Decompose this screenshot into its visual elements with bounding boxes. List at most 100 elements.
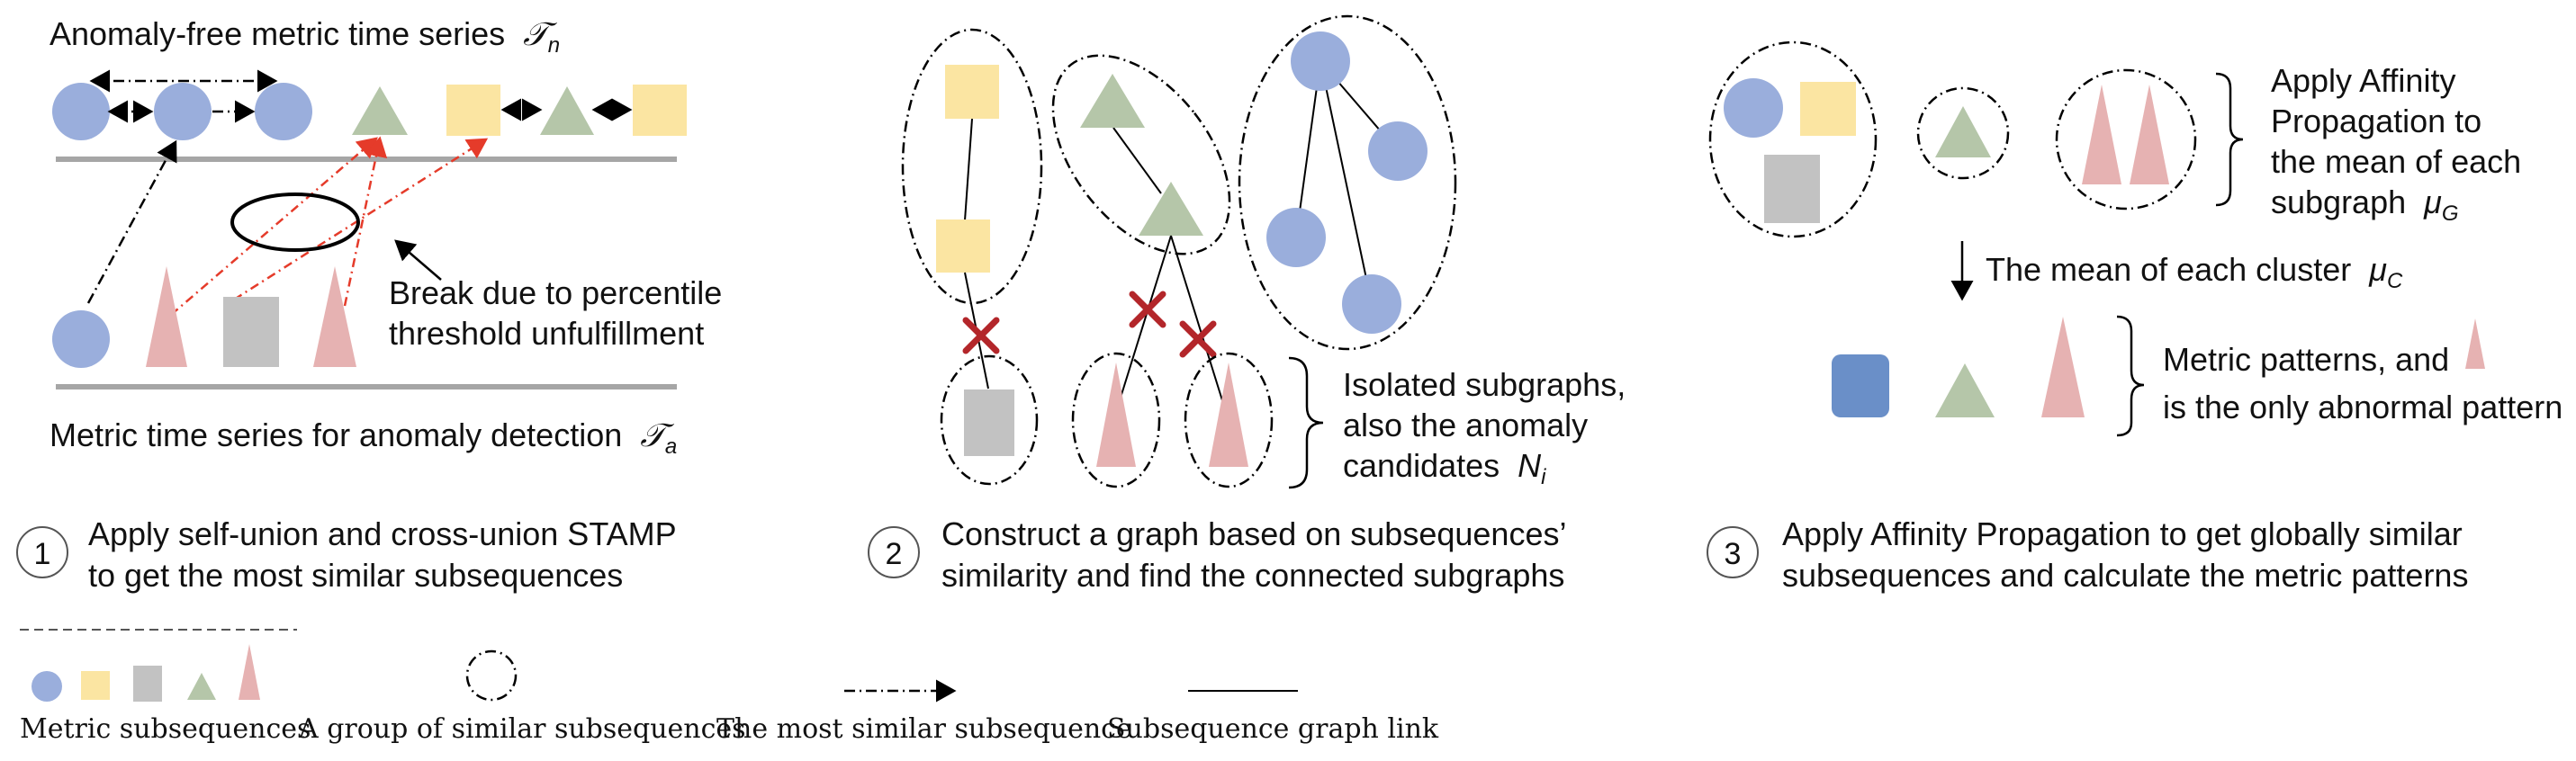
isolated-line1: Isolated subgraphs, bbox=[1343, 366, 1626, 403]
g3-circle-1 bbox=[1291, 31, 1350, 91]
legend-circle-icon bbox=[32, 671, 62, 702]
group-ellipse-3 bbox=[1238, 14, 1457, 351]
bottom-square bbox=[223, 297, 279, 367]
top-square-2 bbox=[633, 85, 687, 136]
svg-text:candidates Ni: candidates Ni bbox=[1343, 447, 1546, 489]
step-3-number: 3 bbox=[1725, 537, 1742, 571]
legend-group-similar: A group of similar subsequences bbox=[298, 713, 746, 745]
mean-pink-triangle-2 bbox=[2130, 85, 2169, 184]
red-arrow-3 bbox=[343, 136, 388, 307]
g3-circle-4 bbox=[1342, 274, 1401, 334]
legend-pink-triangle-icon bbox=[239, 644, 260, 700]
svg-text:subgraph μG: subgraph μG bbox=[2271, 184, 2459, 226]
broken-link-3 bbox=[1170, 235, 1227, 413]
ap-line3: the mean of each bbox=[2271, 143, 2521, 180]
mean-ellipse-1 bbox=[1708, 40, 1878, 238]
link-sq-sq bbox=[964, 118, 973, 221]
mean-ellipse-3 bbox=[2055, 68, 2197, 210]
ni-symbol: N bbox=[1518, 447, 1542, 484]
legend-yellow-square-icon bbox=[81, 671, 110, 700]
step-2-number: 2 bbox=[886, 537, 903, 571]
ap-line2: Propagation to bbox=[2271, 103, 2481, 139]
mean-yellow-square bbox=[1800, 82, 1856, 136]
ap-line1: Apply Affinity bbox=[2271, 62, 2455, 99]
g3-circle-2 bbox=[1368, 121, 1428, 181]
step-1-caption-line1: Apply self-union and cross-union STAMP bbox=[88, 515, 677, 552]
group-ellipse-1 bbox=[901, 28, 1043, 305]
ap-brace bbox=[2215, 72, 2244, 207]
isolated-pink-triangle-1 bbox=[1096, 363, 1136, 467]
g1-yellow-square-top bbox=[945, 65, 999, 119]
group-ellipse-2 bbox=[1051, 54, 1231, 255]
pattern-brace bbox=[2116, 315, 2145, 437]
isolated-pink-triangle-2 bbox=[1209, 363, 1248, 467]
pattern-green-triangle bbox=[1935, 363, 1995, 417]
step-1-caption-line2: to get the most similar subsequences bbox=[88, 557, 623, 594]
step-2-circle bbox=[868, 526, 920, 578]
cross-mark-2 bbox=[1129, 291, 1166, 328]
mu-c-subscript: C bbox=[2387, 269, 2403, 293]
mean-ellipse-2 bbox=[1916, 86, 2010, 180]
pattern-blue-square bbox=[1832, 354, 1889, 417]
break-label-line1: Break due to percentile bbox=[389, 274, 722, 311]
g3-circle-3 bbox=[1266, 208, 1326, 267]
mean-gray-square bbox=[1764, 155, 1820, 223]
step-1-number: 1 bbox=[34, 537, 51, 571]
legend-metric-subsequences: Metric subsequences bbox=[20, 713, 311, 745]
abnormal-pink-triangle bbox=[2465, 318, 2485, 369]
mean-circle bbox=[1724, 78, 1783, 138]
mu-g-subscript: G bbox=[2442, 201, 2459, 226]
svg-text:Metric time series for anomaly: Metric time series for anomaly detection… bbox=[50, 416, 677, 459]
isolated-ellipse-2 bbox=[1071, 352, 1161, 488]
legend-most-similar: The most similar subsequence bbox=[716, 713, 1132, 745]
g2-green-triangle-top bbox=[1080, 74, 1145, 128]
detection-series-label: Metric time series for anomaly detection bbox=[50, 416, 622, 453]
isolated-ellipse-1 bbox=[940, 354, 1039, 486]
svg-text:The mean of each cluster: The mean of each cluster μC bbox=[1986, 251, 2403, 293]
legend-graph-link: Subsequence graph link bbox=[1107, 713, 1439, 745]
mean-pink-triangle-1 bbox=[2082, 85, 2121, 184]
panel-1: Anomaly-free metric time series 𝒯n Break… bbox=[16, 15, 722, 594]
pattern-line1: Metric patterns, and bbox=[2163, 341, 2449, 378]
mu-c-symbol: μ bbox=[2368, 251, 2387, 288]
cluster-label: The mean of each cluster bbox=[1986, 251, 2351, 288]
isolated-gray-square bbox=[964, 389, 1014, 456]
pattern-pink-triangle bbox=[2041, 317, 2085, 417]
g1-yellow-square-bottom bbox=[936, 219, 990, 273]
ni-subscript: i bbox=[1541, 465, 1546, 489]
top-square-1 bbox=[446, 85, 500, 136]
legend-group-icon bbox=[465, 649, 518, 702]
ta-subscript: a bbox=[665, 434, 677, 459]
step-3-caption-line2: subsequences and calculate the metric pa… bbox=[1782, 557, 2468, 594]
anomaly-free-label: Anomaly-free metric time series bbox=[50, 15, 505, 52]
top-triangle-1 bbox=[352, 86, 408, 135]
mean-green-triangle bbox=[1935, 106, 1991, 157]
bottom-triangle-1 bbox=[146, 266, 187, 367]
isolated-brace bbox=[1288, 356, 1324, 489]
top-circle-2 bbox=[154, 83, 212, 140]
panel-3: Apply Affinity Propagation to the mean o… bbox=[1707, 40, 2562, 594]
step-3-circle bbox=[1707, 526, 1759, 578]
break-ellipse bbox=[230, 192, 360, 252]
step-3-caption-line1: Apply Affinity Propagation to get global… bbox=[1782, 515, 2463, 552]
isolated-line3: candidates bbox=[1343, 447, 1500, 484]
bottom-triangle-2 bbox=[313, 266, 356, 367]
mu-g-symbol: μ bbox=[2423, 184, 2442, 220]
pattern-line2: is the only abnormal pattern bbox=[2163, 389, 2562, 425]
step-2-caption-line1: Construct a graph based on subsequences’ bbox=[941, 515, 1566, 552]
cross-mark-3 bbox=[1179, 320, 1217, 358]
bottom-circle bbox=[52, 310, 110, 368]
link-c1-c4 bbox=[1320, 60, 1373, 305]
top-circle-1 bbox=[52, 83, 110, 140]
isolated-ellipse-3 bbox=[1184, 352, 1274, 488]
panel-2: Isolated subgraphs, also the anomaly can… bbox=[868, 14, 1626, 594]
cross-mark-1 bbox=[962, 317, 1000, 354]
legend-gray-square-icon bbox=[133, 666, 162, 702]
step-1-circle bbox=[16, 526, 68, 578]
g2-green-triangle-bottom bbox=[1139, 182, 1203, 236]
isolated-line2: also the anomaly bbox=[1343, 407, 1588, 443]
link-tri-tri bbox=[1112, 127, 1162, 194]
break-arrow bbox=[394, 239, 442, 281]
ap-line4: subgraph bbox=[2271, 184, 2406, 220]
